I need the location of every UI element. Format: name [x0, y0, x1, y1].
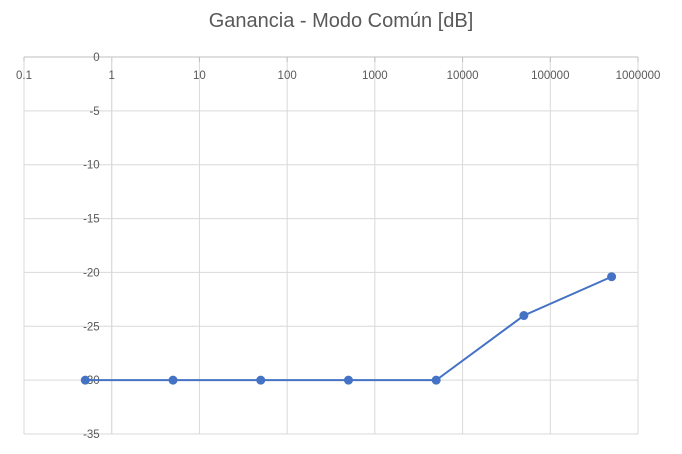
x-tick-label-5: 10000	[447, 70, 479, 82]
x-tick-label-3: 100	[278, 70, 297, 82]
data-point-6	[607, 272, 617, 282]
y-tick-label-1: -5	[89, 106, 99, 118]
data-point-3	[343, 375, 353, 385]
y-tick-label-0: 0	[93, 52, 99, 64]
y-tick-label-3: -15	[83, 214, 100, 226]
horizontal-gridlines	[24, 56, 638, 435]
x-tick-label-0: 0.1	[16, 70, 32, 82]
y-tick-label-7: -35	[83, 429, 100, 441]
data-point-4	[431, 375, 441, 385]
x-tick-label-1: 1	[109, 70, 115, 82]
y-tick-label-4: -20	[83, 267, 100, 279]
x-axis	[23, 56, 639, 434]
x-tick-labels: 0.1 1 10 100 1000 10000 100000 1000000	[16, 70, 660, 82]
x-tick-label-6: 100000	[531, 70, 569, 82]
chart-title: Ganancia - Modo Común [dB]	[208, 10, 474, 32]
y-tick-label-5: -25	[83, 321, 100, 333]
data-point-0	[80, 375, 90, 385]
series-line-0	[85, 275, 612, 382]
data-point-1	[168, 375, 178, 385]
series-group	[80, 272, 617, 385]
x-tick-label-2: 10	[193, 70, 206, 82]
y-tick-label-2: -10	[83, 160, 100, 172]
data-point-5	[519, 311, 529, 321]
vertical-gridlines	[23, 57, 639, 434]
x-tick-label-4: 1000	[362, 70, 388, 82]
x-tick-label-7: 1000000	[616, 70, 661, 82]
data-point-2	[256, 375, 266, 385]
